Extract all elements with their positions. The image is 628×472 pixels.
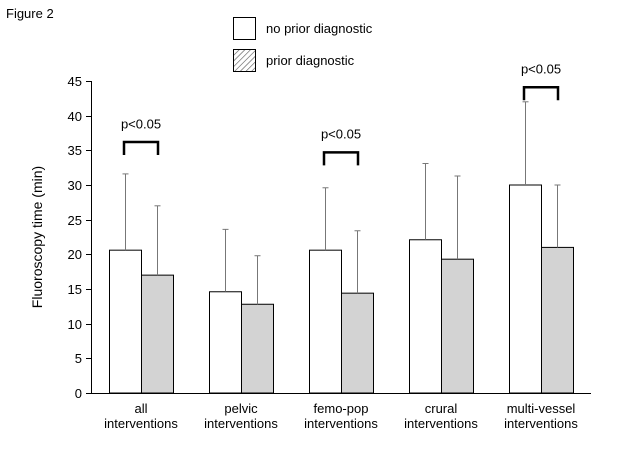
significance-bracket-1	[322, 151, 360, 166]
figure-label: Figure 2	[6, 6, 54, 21]
x-tick-label-line: interventions	[204, 416, 278, 431]
y-tick-label: 45	[68, 74, 82, 89]
significance-label-2: p<0.05	[521, 62, 561, 77]
y-tick-label: 25	[68, 213, 82, 228]
bar-prior-2	[341, 292, 374, 394]
x-tick-label-2: femo-pop interventions	[304, 401, 378, 431]
x-tick-label-line: multi-vessel	[507, 401, 576, 416]
legend-label-0: no prior diagnostic	[266, 21, 373, 36]
significance-label-1: p<0.05	[321, 127, 361, 142]
legend-swatch-0	[233, 17, 256, 40]
significance-label-0: p<0.05	[121, 116, 161, 131]
x-tick-label-4: multi-vessel interventions	[504, 401, 578, 431]
y-tick-label: 0	[75, 386, 82, 401]
x-tick-label-0: all interventions	[104, 401, 178, 431]
y-tick-label: 5	[75, 351, 82, 366]
x-tick-label-line: interventions	[104, 416, 178, 431]
x-tick-label-line: crural	[425, 401, 458, 416]
y-tick-label: 30	[68, 178, 82, 193]
x-tick-label-line: pelvic	[224, 401, 258, 416]
bar-no-prior-1	[209, 291, 242, 394]
x-tick-label-1: pelvic interventions	[204, 401, 278, 431]
y-tick-label: 20	[68, 247, 82, 262]
bar-prior-1	[241, 303, 274, 394]
x-tick-label-line: interventions	[504, 416, 578, 431]
bar-no-prior-0	[109, 249, 142, 394]
y-tick-label: 15	[68, 282, 82, 297]
x-tick-label-line: interventions	[304, 416, 378, 431]
bar-no-prior-2	[309, 249, 342, 394]
bar-no-prior-4	[509, 184, 542, 394]
significance-bracket-0	[122, 140, 160, 156]
y-tick-label: 40	[68, 109, 82, 124]
bar-prior-3	[441, 258, 474, 394]
x-tick-label-3: crural interventions	[404, 401, 478, 431]
x-tick-label-line: interventions	[404, 416, 478, 431]
significance-bracket-2	[522, 85, 560, 101]
x-tick-label-line: femo-pop	[314, 401, 369, 416]
legend-label-1: prior diagnostic	[266, 53, 355, 68]
y-axis-title: Fluoroscopy time (min)	[29, 166, 45, 308]
x-tick-label-line: all	[134, 401, 147, 416]
bar-prior-4	[541, 246, 574, 394]
y-tick-label: 35	[68, 143, 82, 158]
bar-prior-0	[141, 274, 174, 394]
legend-swatch-1	[233, 49, 256, 72]
bar-no-prior-3	[409, 239, 442, 394]
y-tick-label: 10	[68, 317, 82, 332]
